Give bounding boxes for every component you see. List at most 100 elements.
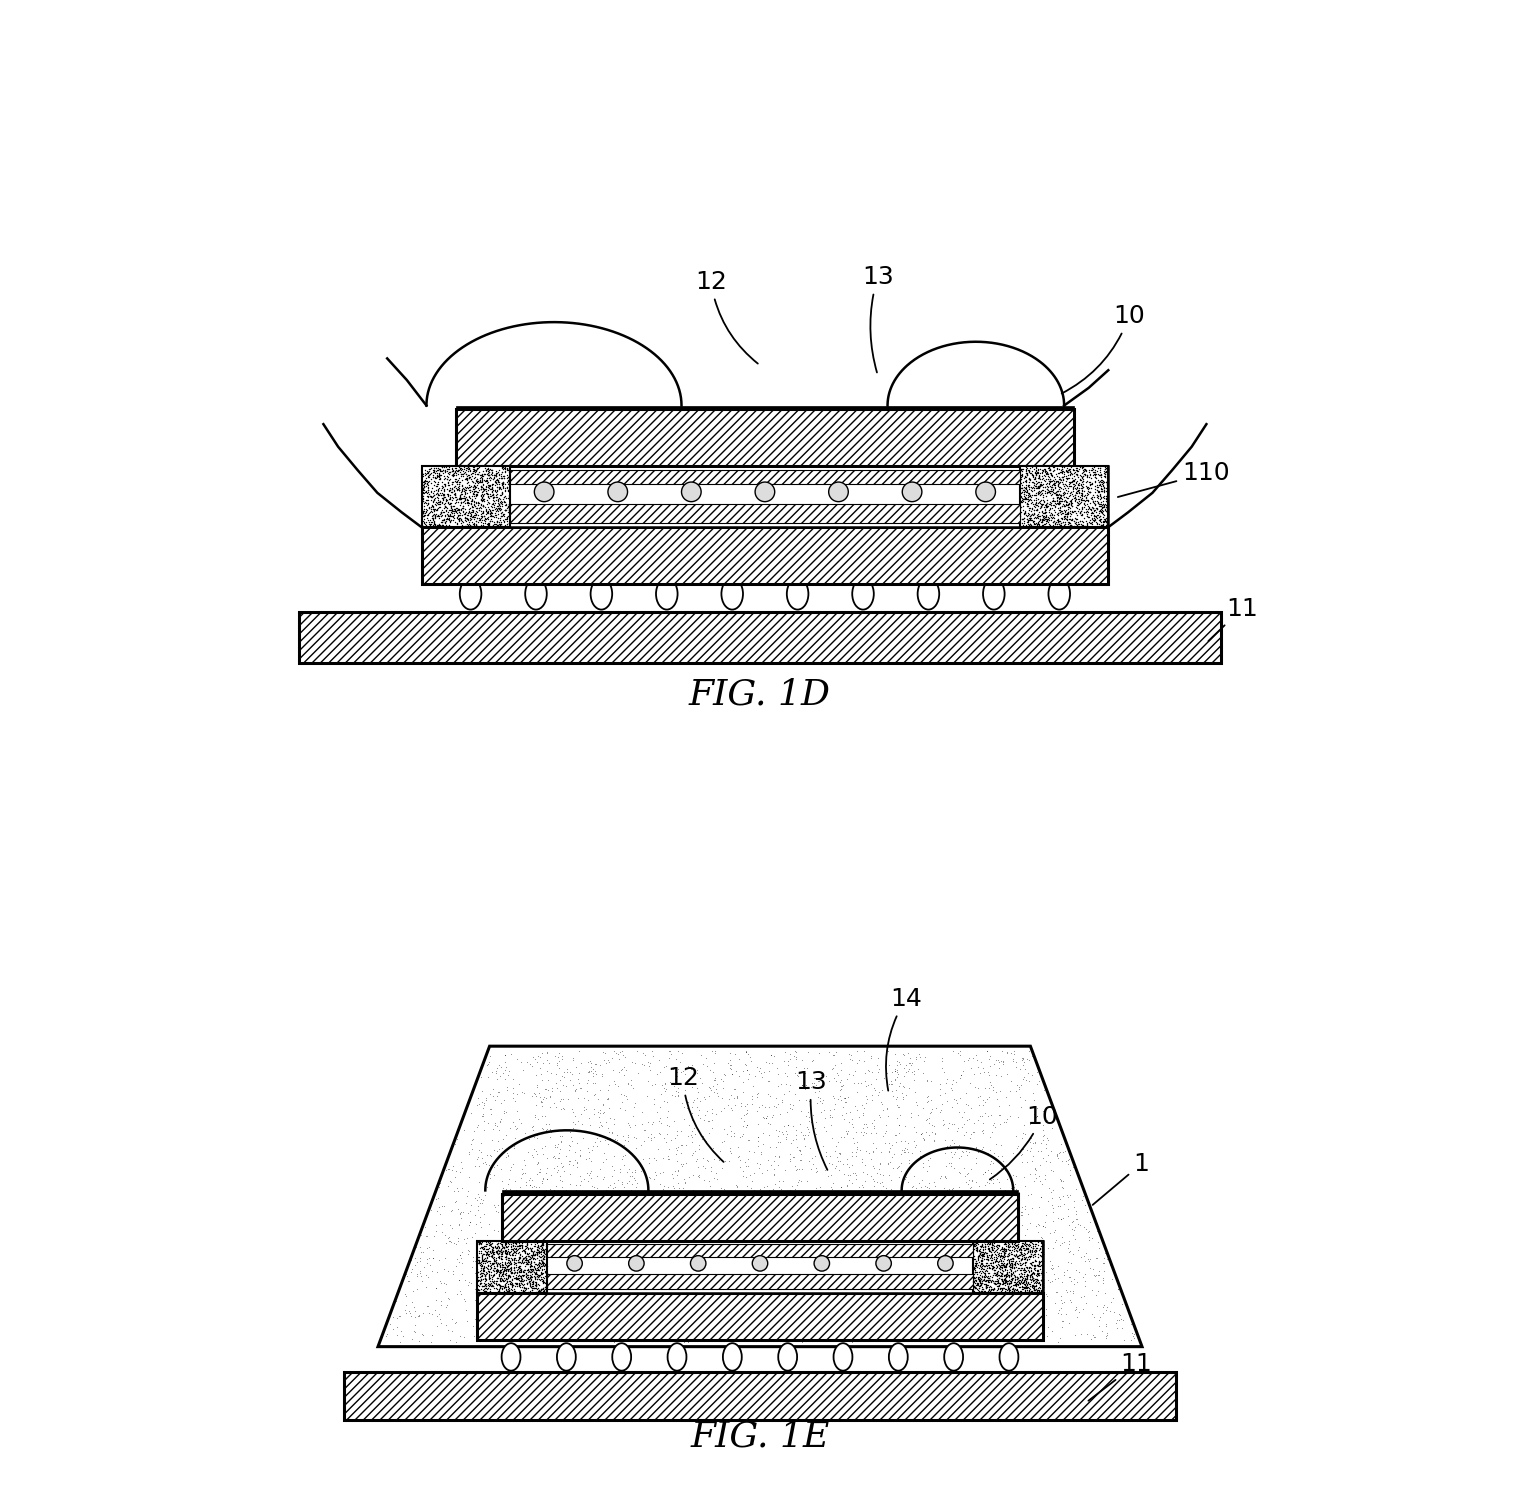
Point <box>483 463 508 487</box>
Point <box>447 472 471 496</box>
Point <box>1017 476 1041 500</box>
Point <box>492 1240 517 1263</box>
Point <box>1005 1254 1029 1278</box>
Point <box>468 506 492 530</box>
Point <box>496 1240 520 1263</box>
Point <box>988 1280 1012 1303</box>
Point <box>473 1274 497 1298</box>
Point <box>996 1274 1020 1298</box>
Point <box>1009 490 1034 513</box>
Point <box>459 504 483 528</box>
Point <box>973 1272 997 1296</box>
Point <box>482 1269 506 1293</box>
Point <box>453 481 477 504</box>
Point <box>502 1280 526 1303</box>
Point <box>1064 481 1088 504</box>
Point <box>964 1265 988 1289</box>
Point <box>489 1234 514 1257</box>
Point <box>1023 461 1047 485</box>
Point <box>985 1260 1009 1284</box>
Point <box>1009 1242 1034 1266</box>
Point <box>1058 482 1082 506</box>
Point <box>970 1248 994 1272</box>
Point <box>453 478 477 501</box>
Point <box>1015 1272 1040 1296</box>
Point <box>1020 496 1044 519</box>
Point <box>1026 1251 1050 1275</box>
Point <box>976 1234 1000 1257</box>
Point <box>445 472 470 496</box>
Point <box>994 1260 1018 1284</box>
Point <box>1029 473 1053 497</box>
Point <box>1037 512 1061 536</box>
Point <box>973 1274 997 1298</box>
Point <box>1003 1253 1028 1277</box>
Point <box>496 1254 520 1278</box>
Point <box>511 1280 535 1303</box>
Point <box>1072 464 1096 488</box>
Point <box>517 1242 541 1266</box>
Point <box>965 1272 990 1296</box>
Point <box>1043 472 1067 496</box>
Point <box>1059 470 1084 494</box>
Point <box>1090 513 1114 537</box>
Point <box>488 1268 512 1292</box>
Point <box>962 1265 986 1289</box>
Point <box>1037 458 1061 482</box>
Point <box>1056 496 1081 519</box>
Point <box>1009 472 1034 496</box>
Point <box>518 1248 543 1272</box>
Point <box>1070 461 1094 485</box>
Point <box>1012 478 1037 501</box>
Point <box>483 1259 508 1283</box>
Point <box>1023 515 1047 539</box>
Point <box>421 487 445 510</box>
Point <box>488 1244 512 1268</box>
Point <box>476 513 500 537</box>
Point <box>991 1244 1015 1268</box>
Point <box>534 1241 558 1265</box>
Point <box>968 1272 993 1296</box>
Point <box>496 1268 520 1292</box>
Point <box>458 455 482 479</box>
Point <box>1017 1278 1041 1302</box>
Point <box>1037 457 1061 481</box>
Point <box>523 1260 547 1284</box>
Point <box>1005 1234 1029 1257</box>
Point <box>436 457 461 481</box>
Point <box>412 475 436 498</box>
Point <box>1012 1269 1037 1293</box>
Point <box>505 1260 529 1284</box>
Point <box>462 463 486 487</box>
Point <box>470 482 494 506</box>
Point <box>526 1263 550 1287</box>
Point <box>505 1234 529 1257</box>
Point <box>505 1238 529 1262</box>
Point <box>1090 479 1114 503</box>
Point <box>471 460 496 484</box>
Point <box>1018 1244 1043 1268</box>
Point <box>467 478 491 501</box>
Point <box>479 1232 503 1256</box>
Point <box>465 455 489 479</box>
Point <box>967 1238 991 1262</box>
Point <box>432 487 456 510</box>
Polygon shape <box>378 1046 1142 1347</box>
Point <box>482 494 506 518</box>
Point <box>1002 1244 1026 1268</box>
Point <box>415 475 439 498</box>
Point <box>1044 510 1069 534</box>
Point <box>486 472 511 496</box>
Point <box>993 1244 1017 1268</box>
Point <box>499 1232 523 1256</box>
Point <box>1058 496 1082 519</box>
Point <box>465 457 489 481</box>
Point <box>1078 460 1102 484</box>
Point <box>1061 457 1085 481</box>
Point <box>1020 1274 1044 1298</box>
Point <box>1094 498 1119 522</box>
Point <box>1017 455 1041 479</box>
Point <box>996 1269 1020 1293</box>
Point <box>426 484 450 507</box>
Point <box>485 467 509 491</box>
